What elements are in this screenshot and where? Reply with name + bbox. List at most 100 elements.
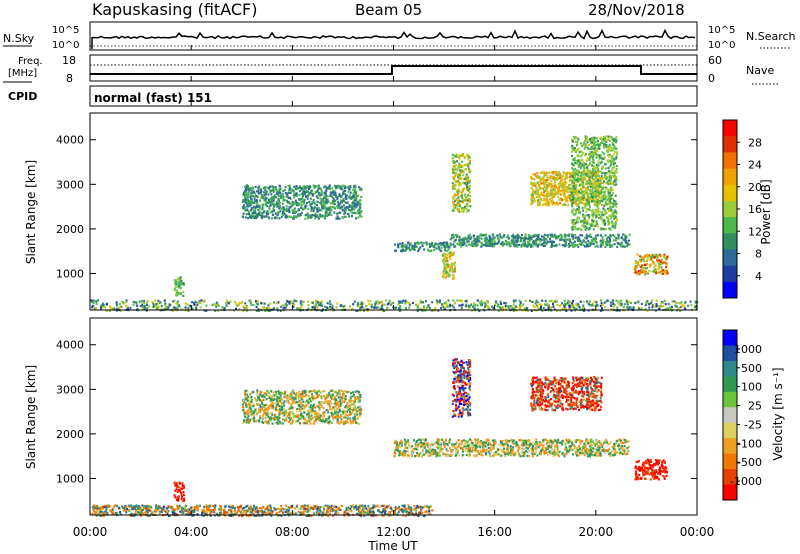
power-cell	[576, 208, 579, 211]
power-cell	[611, 141, 614, 145]
power-cell	[595, 212, 598, 215]
power-cell	[173, 299, 176, 302]
power-cell	[614, 170, 617, 173]
power-cell	[472, 302, 475, 305]
power-cell	[586, 141, 589, 144]
power-cell	[589, 172, 592, 175]
velocity-cell	[329, 513, 331, 516]
power-cell	[236, 304, 239, 307]
power-cell	[381, 308, 384, 311]
power-cell	[367, 299, 370, 302]
power-cell	[673, 300, 676, 303]
power-cell	[537, 198, 540, 201]
power-cell	[493, 245, 496, 248]
power-cell	[322, 203, 325, 206]
power-cell	[576, 155, 579, 158]
power-cell	[514, 239, 517, 242]
power-cell	[466, 300, 469, 303]
power-cell	[167, 307, 170, 310]
power-cell	[143, 302, 145, 305]
power-cell	[610, 304, 613, 307]
power-cell	[331, 206, 334, 209]
power-cell	[570, 189, 573, 193]
power-cell	[397, 300, 400, 303]
power-cell	[311, 193, 314, 197]
power-cell	[605, 200, 608, 203]
power-cell	[303, 207, 306, 210]
power-cell	[506, 236, 509, 239]
power-cell	[300, 303, 303, 306]
power-cell	[569, 176, 572, 179]
power-cell	[579, 243, 582, 246]
power-cell	[471, 242, 474, 245]
power-cell	[559, 190, 561, 193]
power-cell	[341, 206, 344, 209]
power-cell	[377, 302, 380, 305]
power-cell	[550, 190, 553, 193]
velocity-cell	[234, 507, 236, 510]
velocity-cell	[114, 512, 117, 515]
power-cell	[512, 235, 515, 238]
velocity-cell	[425, 510, 428, 513]
power-cell	[548, 171, 551, 175]
power-cell	[563, 180, 566, 183]
power-cell	[355, 206, 358, 209]
power-cell	[359, 188, 362, 192]
power-cell	[257, 208, 260, 211]
power-cell	[591, 145, 594, 148]
power-cell	[173, 279, 176, 282]
power-cell	[417, 250, 420, 253]
power-cell	[184, 306, 187, 309]
power-cell	[578, 212, 581, 215]
power-cell	[141, 303, 144, 306]
power-cell	[614, 215, 617, 218]
power-cell	[451, 265, 453, 268]
power-cell	[494, 303, 496, 306]
power-cell	[302, 301, 304, 304]
power-cell	[653, 270, 656, 273]
power-cell	[531, 235, 534, 238]
power-cell	[271, 189, 274, 192]
beam-label: Beam 05	[355, 1, 422, 19]
power-cell	[601, 200, 604, 203]
power-cell	[465, 183, 468, 186]
power-cell	[583, 309, 586, 313]
power-cell	[343, 207, 346, 210]
power-cell	[645, 259, 648, 263]
power-cell	[564, 242, 567, 245]
power-cell	[452, 208, 455, 211]
power-cell	[586, 214, 589, 217]
velocity-cell	[299, 507, 302, 510]
power-cell	[343, 204, 345, 207]
velocity-cell	[270, 512, 273, 515]
power-cell	[249, 216, 252, 219]
power-cell	[597, 160, 600, 163]
power-cell	[573, 178, 576, 182]
power-cell	[594, 238, 597, 241]
power-cell	[249, 187, 252, 190]
power-cell	[465, 210, 468, 213]
power-cell	[579, 239, 582, 243]
power-cell	[591, 222, 594, 225]
velocity-cell	[264, 508, 267, 511]
velocity-cell	[142, 508, 145, 511]
power-cell	[577, 239, 580, 242]
power-cell	[263, 194, 266, 197]
power-cell	[370, 303, 373, 306]
power-cell	[579, 195, 582, 198]
power-cell	[609, 207, 612, 210]
power-cell	[599, 136, 602, 139]
power-cell	[644, 254, 647, 257]
power-cell	[331, 195, 334, 198]
power-cell	[292, 203, 295, 206]
power-cell	[613, 199, 616, 202]
power-cell	[289, 198, 292, 201]
power-cell	[96, 299, 99, 302]
cpid-value: normal (fast) 151	[94, 91, 212, 105]
power-cell	[242, 206, 245, 209]
power-cell	[588, 148, 591, 151]
power-cell	[458, 165, 461, 168]
power-cell	[288, 215, 290, 218]
power-cell	[583, 171, 586, 174]
power-cell	[639, 260, 642, 263]
